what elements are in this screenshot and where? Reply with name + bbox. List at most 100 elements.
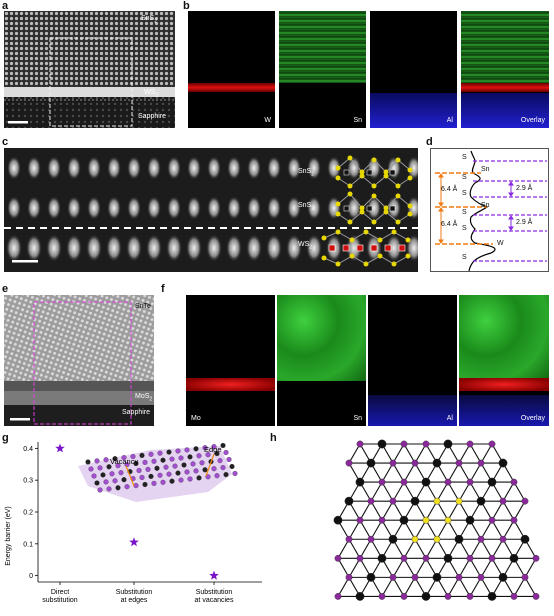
chalcogen-atom xyxy=(510,478,518,486)
surface-atom xyxy=(175,448,181,454)
surface-atom xyxy=(115,463,121,469)
chalcogen-atom xyxy=(499,497,507,505)
surface-atom xyxy=(94,480,100,486)
data-point-star xyxy=(55,443,65,453)
label-snte: SnTe xyxy=(135,303,151,310)
surface-atom xyxy=(142,481,148,488)
chalcogen-atom xyxy=(488,440,496,448)
metal-atom xyxy=(432,572,442,582)
surface-atom xyxy=(205,474,211,480)
chalcogen-atom xyxy=(411,573,419,581)
surface-atom xyxy=(211,444,217,450)
chalcogen-atom xyxy=(521,497,529,505)
panel-a-label: a xyxy=(2,0,9,12)
tem-lattice-e xyxy=(4,295,154,426)
chalcogen-atom xyxy=(334,593,342,600)
chalcogen-atom xyxy=(444,478,452,486)
panel-e-label: e xyxy=(2,283,9,295)
data-point-star xyxy=(209,570,219,580)
metal-atom xyxy=(443,553,453,563)
surface-atom xyxy=(196,453,202,459)
panel-a-tem-image: SnS2 WS2 Sapphire xyxy=(4,11,175,128)
surface-atom xyxy=(91,473,97,479)
metal-atom xyxy=(377,553,387,563)
surface-atom xyxy=(148,473,154,479)
metal-atom xyxy=(476,496,486,506)
sns2-structure-2 xyxy=(335,191,413,225)
metal-atom xyxy=(410,496,420,506)
surface-atom xyxy=(151,458,157,464)
edge-pointer xyxy=(205,453,215,477)
surface-atom xyxy=(226,456,232,463)
surface-atom xyxy=(121,455,127,461)
sns2-structure-1 xyxy=(335,155,413,189)
tem-lattice-c xyxy=(4,153,418,271)
surface-atom xyxy=(202,445,208,451)
d-label-s2: S xyxy=(462,174,467,181)
sulfur-site-atom xyxy=(433,535,441,543)
chalcogen-atom xyxy=(488,516,496,524)
surface-atom xyxy=(178,477,184,483)
surface-atom xyxy=(214,451,220,457)
d-label-s6: S xyxy=(462,254,467,261)
chalcogen-atom xyxy=(488,554,496,562)
surface-atom xyxy=(190,461,196,467)
chalcogen-atom xyxy=(345,535,353,543)
surface-atom xyxy=(133,460,139,467)
metal-atom xyxy=(432,458,442,468)
surface-atom xyxy=(169,478,175,484)
map-label-al: Al xyxy=(446,117,453,124)
chalcogen-atom xyxy=(466,554,474,562)
surface-atom xyxy=(130,453,136,460)
x-category-label: substitution xyxy=(42,597,78,604)
map-label-sn: Sn xyxy=(353,117,362,124)
d-label-gap-2: 2.9 Å xyxy=(516,219,533,226)
y-tick-label: 0.1 xyxy=(23,541,33,548)
metal-atom xyxy=(355,477,365,487)
chalcogen-atom xyxy=(411,459,419,467)
chalcogen-atom xyxy=(378,593,386,600)
chalcogen-atom xyxy=(477,459,485,467)
metal-atom xyxy=(399,515,409,525)
chalcogen-atom xyxy=(389,497,397,505)
surface-atom xyxy=(175,470,181,476)
x-category-label: Substitution xyxy=(196,589,233,596)
surface-atom xyxy=(112,478,118,484)
panel-e-tem-image: SnTe MoS2 Sapphire xyxy=(4,295,154,426)
label-sns2: SnS2 xyxy=(141,15,158,25)
panel-d-label: d xyxy=(426,136,433,148)
chalcogen-atom xyxy=(477,535,485,543)
metal-atom xyxy=(454,534,464,544)
chalcogen-atom xyxy=(422,554,430,562)
x-category-label: Substitution xyxy=(116,589,153,596)
chalcogen-atom xyxy=(400,478,408,486)
d-label-w: W xyxy=(497,240,504,247)
chalcogen-atom xyxy=(345,459,353,467)
d-label-spacing-1: 6.4 Å xyxy=(441,186,458,193)
surface-atom xyxy=(196,475,202,481)
chalcogen-atom xyxy=(400,593,408,600)
metal-atom xyxy=(366,458,376,468)
x-category-label: at edges xyxy=(121,597,148,604)
surface-atom xyxy=(136,467,142,474)
chalcogen-atom xyxy=(466,593,474,600)
surface-atom xyxy=(199,460,205,466)
sulfur-site-atom xyxy=(444,516,452,524)
surface-atom xyxy=(160,479,166,485)
surface-atom xyxy=(157,450,163,456)
d-label-gap-1: 2.9 Å xyxy=(516,185,533,192)
metal-atom xyxy=(355,592,365,601)
metal-atom xyxy=(509,553,519,563)
ws2-structure xyxy=(321,229,411,267)
sulfur-site-atom xyxy=(411,535,419,543)
surface-atom xyxy=(154,465,160,471)
chalcogen-atom xyxy=(477,573,485,581)
surface-atom xyxy=(118,470,124,476)
d-label-spacing-2: 6.4 Å xyxy=(441,221,458,228)
d-label-sn2: Sn xyxy=(481,202,490,209)
surface-atom xyxy=(109,471,115,477)
sulfur-site-atom xyxy=(433,497,441,505)
chalcogen-atom xyxy=(334,554,342,562)
surface-atom xyxy=(187,454,193,460)
metal-atom xyxy=(344,496,354,506)
